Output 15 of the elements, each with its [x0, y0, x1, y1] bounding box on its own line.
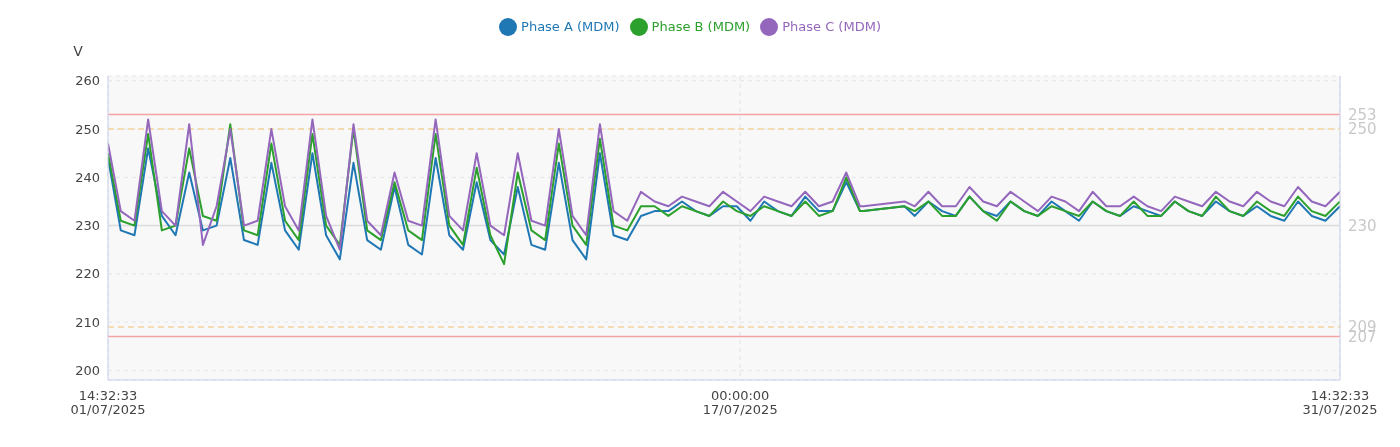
y-tick-label: 240: [75, 169, 100, 185]
y-axis-title: V: [73, 43, 84, 59]
y-tick-label: 230: [75, 218, 100, 234]
x-tick-label: 00:00:00 17/07/2025: [702, 388, 778, 417]
x-tick-label: 14:32:33 01/07/2025: [70, 388, 146, 417]
line-series: [108, 147, 1340, 261]
x-tick-label: 14:32:33 31/07/2025: [1302, 388, 1378, 417]
y-tick-label: 200: [75, 362, 100, 378]
legend-label: Phase C (MDM): [782, 18, 881, 34]
y-tick-label: 220: [75, 266, 100, 282]
y-tick-label: 210: [75, 314, 100, 330]
legend-label: Phase A (MDM): [521, 18, 620, 34]
y-tick-label: 260: [75, 73, 100, 89]
legend-label: Phase B (MDM): [651, 18, 751, 34]
y-tick-label: 250: [75, 121, 100, 137]
